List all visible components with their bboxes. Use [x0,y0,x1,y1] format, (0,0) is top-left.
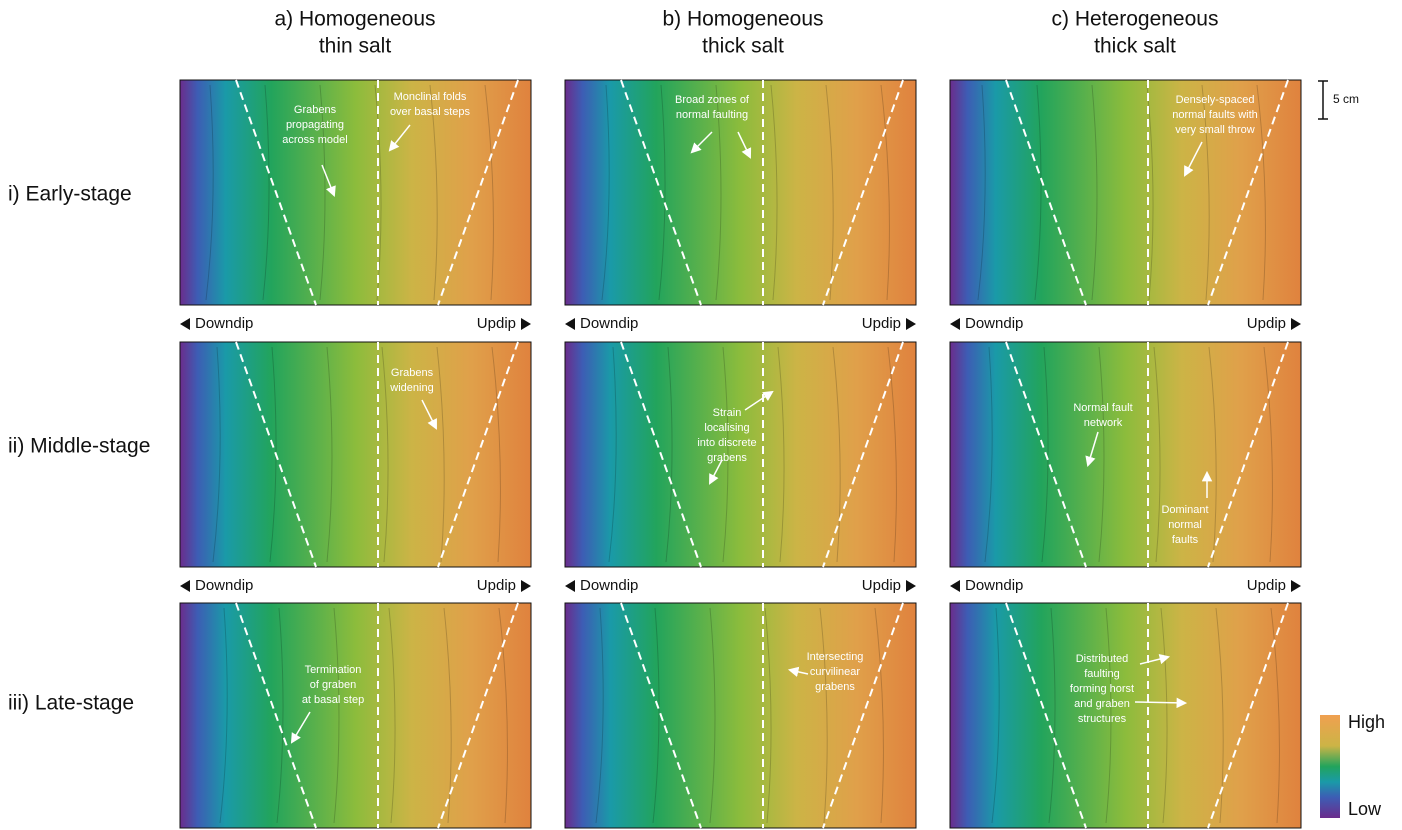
downdip-arrow [180,580,190,592]
annotation: Intersecting [807,651,864,663]
annotation: Broad zones of [675,94,750,106]
annotation: Termination [305,664,362,676]
column-title: c) Heterogeneous [1052,8,1219,31]
annotation: Normal fault [1073,402,1132,414]
annotation: forming horst [1070,683,1134,695]
annotation: very small throw [1175,124,1255,136]
annotation: Dominant [1161,504,1208,516]
row-label: ii) Middle-stage [8,435,150,458]
colorbar [1320,715,1340,818]
downdip-arrow [565,318,575,330]
colorbar-high: High [1348,712,1385,732]
panels: a) Homogeneous thin salt b) Homogeneous thi… [8,8,1301,828]
downdip-arrow [950,580,960,592]
updip-arrow [906,580,916,592]
column-title: a) Homogeneous [274,8,435,31]
updip-arrow [1291,318,1301,330]
figure: a) Homogeneous thin salt b) Homogeneous thi… [0,0,1402,830]
annotation: at basal step [302,694,364,706]
colorbar-low: Low [1348,799,1382,819]
row-label: i) Early-stage [8,183,132,206]
annotation: grabens [707,452,747,464]
annotation: structures [1078,713,1127,725]
updip-arrow [1291,580,1301,592]
annotation: grabens [815,681,855,693]
updip-label: Updip [1247,315,1286,332]
annotation: faults [1172,534,1199,546]
updip-label: Updip [477,577,516,594]
updip-arrow [906,318,916,330]
updip-arrow [521,318,531,330]
annotation: and graben [1074,698,1130,710]
annotation: localising [704,422,749,434]
downdip-arrow [950,318,960,330]
annotation: over basal steps [390,106,471,118]
updip-arrow [521,580,531,592]
annotation: Grabens [294,104,337,116]
updip-label: Updip [862,315,901,332]
downdip-label: Downdip [195,577,253,594]
annotation: normal faults with [1172,109,1258,121]
annotation: widening [389,382,433,394]
annotation: normal [1168,519,1202,531]
annotation: of graben [310,679,356,691]
annotation: faulting [1084,668,1119,680]
annotation: propagating [286,119,344,131]
downdip-label: Downdip [965,315,1023,332]
downdip-label: Downdip [580,577,638,594]
downdip-arrow [565,580,575,592]
annotation: Monclinal folds [394,91,467,103]
downdip-label: Downdip [965,577,1023,594]
downdip-label: Downdip [195,315,253,332]
annotation-arrow [1135,702,1185,703]
annotation: Grabens [391,367,434,379]
annotation: into discrete [697,437,756,449]
column-title: b) Homogeneous [662,8,823,31]
scale-bar-label: 5 cm [1333,92,1359,106]
row-label: iii) Late-stage [8,692,134,715]
updip-label: Updip [477,315,516,332]
column-title: thin salt [319,35,392,58]
updip-label: Updip [862,577,901,594]
annotation: network [1084,417,1123,429]
annotation: normal faulting [676,109,748,121]
column-title: thick salt [702,35,784,58]
downdip-arrow [180,318,190,330]
downdip-label: Downdip [580,315,638,332]
annotation: Distributed [1076,653,1129,665]
annotation: across model [282,134,347,146]
updip-label: Updip [1247,577,1286,594]
annotation: curvilinear [810,666,860,678]
annotation: Strain [713,407,742,419]
column-title: thick salt [1094,35,1176,58]
annotation: Densely-spaced [1176,94,1255,106]
